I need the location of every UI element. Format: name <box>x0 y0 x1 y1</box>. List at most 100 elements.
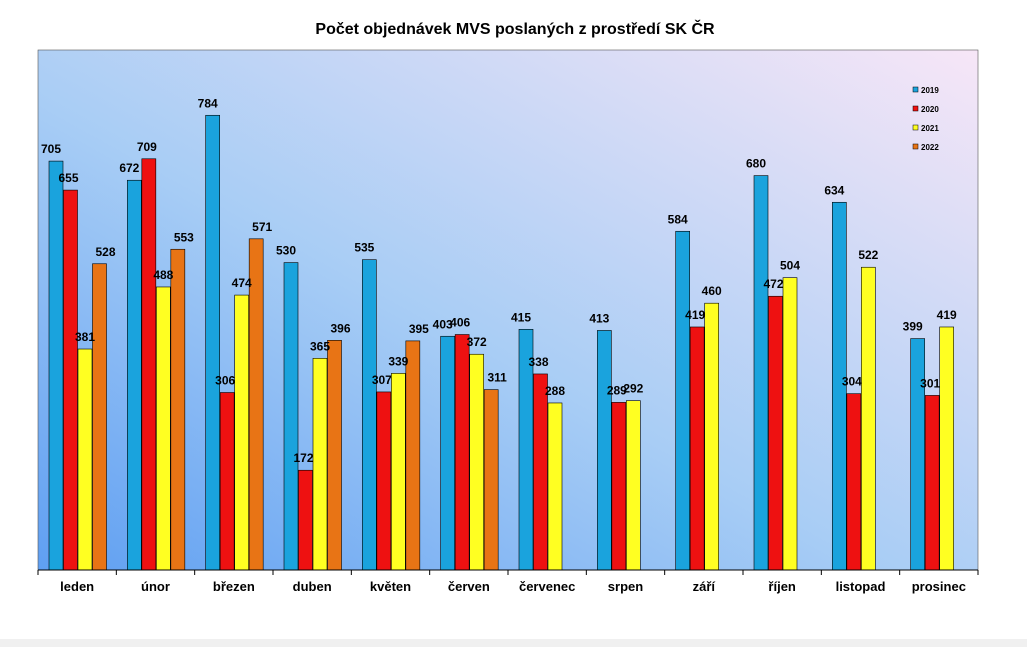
bar-2020-červen <box>454 334 470 571</box>
bottom-strip <box>0 639 1027 647</box>
category-label-květen: květen <box>370 579 411 594</box>
bar-2021-červenec <box>547 402 563 571</box>
bar-2021-duben <box>312 357 328 571</box>
bar-2020-únor <box>141 158 157 571</box>
value-label-2021-květen: 339 <box>388 354 408 368</box>
value-label-2020-leden: 655 <box>58 171 78 185</box>
bar-2020-květen <box>376 391 392 571</box>
bar-2021-říjen <box>782 277 798 571</box>
bar-2021-květen <box>391 373 406 571</box>
value-label-2019-únor: 672 <box>119 161 139 175</box>
value-label-2021-září: 460 <box>702 284 722 298</box>
value-label-2021-listopad: 522 <box>858 248 878 262</box>
value-label-2021-prosinec: 419 <box>937 308 957 322</box>
value-label-2022-únor: 553 <box>174 230 194 244</box>
value-label-2020-červen: 406 <box>450 316 470 330</box>
bar-2022-leden <box>92 263 107 571</box>
bar-2019-duben <box>283 262 299 571</box>
bar-2020-prosinec <box>924 395 940 571</box>
bar-2019-prosinec <box>910 338 925 571</box>
bar-2020-září <box>689 326 705 571</box>
bar-2019-únor <box>127 179 142 571</box>
category-label-březen: březen <box>213 579 255 594</box>
value-label-2020-únor: 709 <box>137 140 157 154</box>
bar-2021-září <box>704 302 719 571</box>
category-label-červenec: červenec <box>519 579 575 594</box>
bars-layer <box>48 114 954 571</box>
bar-2022-duben <box>327 340 342 571</box>
legend-label-2020: 2020 <box>921 105 939 114</box>
value-label-2021-březen: 474 <box>232 276 252 290</box>
value-label-2020-říjen: 472 <box>763 277 783 291</box>
value-label-2019-červen: 403 <box>433 317 453 331</box>
bar-2019-srpen <box>597 330 612 571</box>
category-label-duben: duben <box>293 579 332 594</box>
value-label-2021-únor: 488 <box>153 268 173 282</box>
value-label-2019-červenec: 415 <box>511 310 531 324</box>
bar-2019-září <box>675 230 690 571</box>
value-label-2020-listopad: 304 <box>842 375 862 389</box>
bar-2022-červen <box>483 389 499 571</box>
category-label-listopad: listopad <box>836 579 886 594</box>
category-label-prosinec: prosinec <box>912 579 966 594</box>
value-label-2019-srpen: 413 <box>589 311 609 325</box>
legend-label-2021: 2021 <box>921 124 939 133</box>
bar-2021-prosinec <box>939 326 954 571</box>
value-label-2021-srpen: 292 <box>623 382 643 396</box>
bar-2020-listopad <box>846 393 862 571</box>
bar-2021-červen <box>469 353 484 571</box>
bar-2021-únor <box>156 286 171 571</box>
legend-swatch-2020 <box>912 105 919 112</box>
legend-label-2019: 2019 <box>921 86 939 95</box>
value-label-2020-srpen: 289 <box>607 383 627 397</box>
value-label-2019-prosinec: 399 <box>903 320 923 334</box>
value-label-2021-červen: 372 <box>467 335 487 349</box>
category-label-únor: únor <box>141 579 170 594</box>
chart-title: Počet objednávek MVS poslaných z prostře… <box>315 19 715 38</box>
category-labels: leden únor březen duben květen červen červenec… <box>60 579 966 594</box>
value-label-2019-listopad: 634 <box>824 183 844 197</box>
bar-2020-březen <box>219 392 235 571</box>
plot-area <box>37 49 979 571</box>
value-label-2019-září: 584 <box>668 212 688 226</box>
value-label-2021-říjen: 504 <box>780 259 800 273</box>
category-label-říjen: říjen <box>768 579 796 594</box>
value-label-2022-červen: 311 <box>487 371 507 385</box>
legend-swatch-2022 <box>912 143 919 150</box>
value-label-2019-květen: 535 <box>354 241 374 255</box>
category-label-srpen: srpen <box>608 579 643 594</box>
bar-2020-leden <box>63 189 78 571</box>
value-label-2020-květen: 307 <box>372 373 392 387</box>
bar-2021-srpen <box>626 400 641 571</box>
value-label-2020-duben: 172 <box>293 451 313 465</box>
value-label-2021-duben: 365 <box>310 339 330 353</box>
bar-2020-duben <box>298 469 313 571</box>
category-label-září: září <box>693 579 716 594</box>
legend-label-2022: 2022 <box>921 143 939 152</box>
bar-2019-květen <box>362 259 377 571</box>
bar-2019-červen <box>440 335 455 571</box>
value-label-2022-květen: 395 <box>409 322 429 336</box>
bar-2021-leden <box>77 348 93 571</box>
value-label-2020-březen: 306 <box>215 374 235 388</box>
value-label-2022-březen: 571 <box>252 220 272 234</box>
value-label-2020-prosinec: 301 <box>920 376 940 390</box>
bar-2021-listopad <box>861 266 876 571</box>
category-label-leden: leden <box>60 579 94 594</box>
value-label-2021-červenec: 288 <box>545 384 565 398</box>
bar-2022-květen <box>405 340 421 571</box>
value-label-2019-leden: 705 <box>41 142 61 156</box>
category-label-červen: červen <box>448 579 490 594</box>
value-label-2019-říjen: 680 <box>746 157 766 171</box>
bar-2020-červenec <box>533 373 548 571</box>
value-label-2022-leden: 528 <box>95 245 115 259</box>
bar-2019-březen <box>205 114 220 571</box>
bar-2020-říjen <box>768 295 783 571</box>
value-labels-layer: 705 655 381 528 672 709 488 553 784 306 474 571 530 1… <box>41 96 957 465</box>
value-label-2020-září: 419 <box>685 308 705 322</box>
value-label-2019-březen: 784 <box>198 96 218 110</box>
legend: 2019 2020 2021 2022 <box>912 86 939 152</box>
value-label-2020-červenec: 338 <box>528 355 548 369</box>
